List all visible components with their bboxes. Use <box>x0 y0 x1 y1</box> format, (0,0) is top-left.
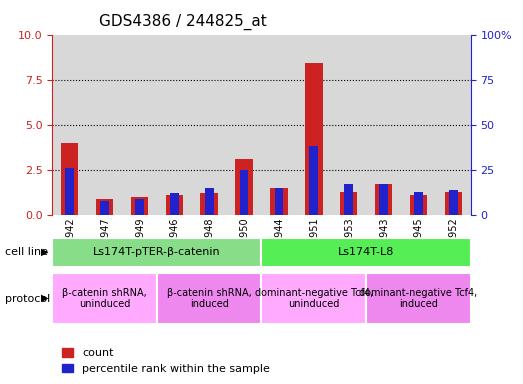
Bar <box>262 238 471 267</box>
Bar <box>200 194 218 215</box>
Bar <box>262 273 366 324</box>
Bar <box>331 35 366 215</box>
Text: Ls174T-L8: Ls174T-L8 <box>338 247 394 258</box>
Bar <box>270 188 288 215</box>
Bar <box>205 188 213 215</box>
Bar <box>262 35 297 215</box>
Bar <box>61 143 78 215</box>
Bar <box>52 238 262 267</box>
Bar <box>131 197 148 215</box>
Legend: count, percentile rank within the sample: count, percentile rank within the sample <box>58 344 275 379</box>
Bar <box>240 170 248 215</box>
Bar <box>157 273 262 324</box>
Bar <box>122 35 157 215</box>
Bar <box>436 35 471 215</box>
Text: β-catenin shRNA,
induced: β-catenin shRNA, induced <box>167 288 252 310</box>
Text: Ls174T-pTER-β-catenin: Ls174T-pTER-β-catenin <box>93 247 221 258</box>
Bar <box>414 192 423 215</box>
Bar <box>445 192 462 215</box>
Bar <box>235 159 253 215</box>
Text: cell line: cell line <box>5 247 48 258</box>
Bar <box>157 35 192 215</box>
Bar <box>449 190 458 215</box>
Bar <box>310 146 318 215</box>
Bar <box>401 35 436 215</box>
Text: protocol: protocol <box>5 293 51 304</box>
Text: dominant-negative Tcf4,
induced: dominant-negative Tcf4, induced <box>359 288 477 310</box>
Bar <box>297 35 331 215</box>
Bar <box>366 35 401 215</box>
Text: ▶: ▶ <box>41 247 48 257</box>
Bar <box>87 35 122 215</box>
Bar <box>52 35 87 215</box>
Bar <box>100 200 109 215</box>
Bar <box>344 184 353 215</box>
Text: β-catenin shRNA,
uninduced: β-catenin shRNA, uninduced <box>62 288 147 310</box>
Bar <box>96 199 113 215</box>
Bar <box>275 188 283 215</box>
Bar <box>379 184 388 215</box>
Bar <box>305 63 323 215</box>
Text: dominant-negative Tcf4,
uninduced: dominant-negative Tcf4, uninduced <box>255 288 373 310</box>
Bar <box>340 192 357 215</box>
Bar <box>192 35 226 215</box>
Bar <box>375 184 392 215</box>
Bar <box>410 195 427 215</box>
Text: ▶: ▶ <box>41 293 48 303</box>
Bar <box>170 194 179 215</box>
Bar <box>65 168 74 215</box>
Bar <box>135 199 144 215</box>
Bar <box>52 273 157 324</box>
Text: GDS4386 / 244825_at: GDS4386 / 244825_at <box>99 13 267 30</box>
Bar <box>366 273 471 324</box>
Bar <box>166 195 183 215</box>
Bar <box>226 35 262 215</box>
